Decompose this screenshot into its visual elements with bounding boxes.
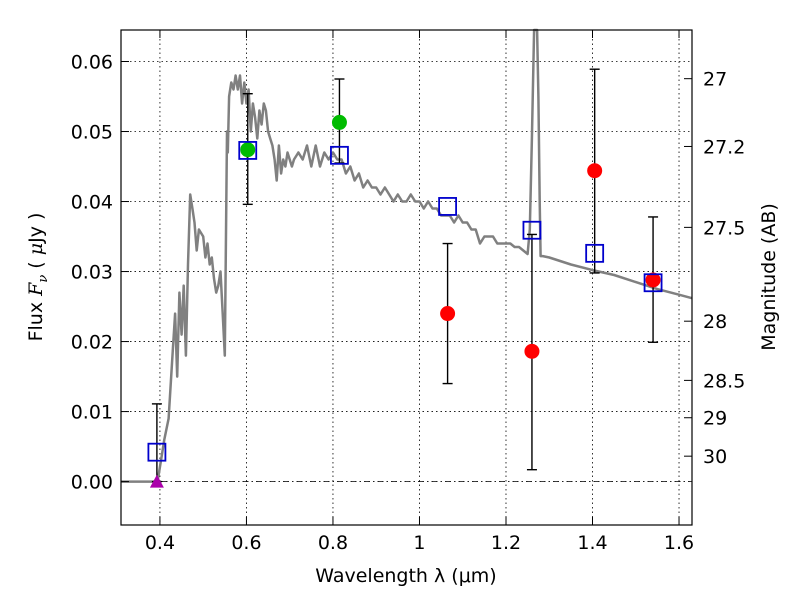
- right-tick-label-4: 28.5: [703, 370, 745, 392]
- y-tick-label-0: 0.00: [71, 472, 113, 494]
- plot-frame: [120, 29, 693, 526]
- red-point-0: [440, 306, 456, 322]
- x-axis-label: Wavelength λ (μm): [315, 565, 496, 587]
- right-tick-label-2: 27.5: [703, 217, 745, 239]
- red-point-3: [645, 272, 661, 288]
- y-tick-label-2: 0.02: [71, 332, 113, 354]
- y-tick-label-3: 0.03: [71, 262, 113, 284]
- y-axis-label-mu: μ: [25, 243, 47, 255]
- y-tick-label-5: 0.05: [71, 122, 113, 144]
- y-tick-label-6: 0.06: [71, 52, 113, 74]
- ticks-layer: 0.4 0.6 0.8 1 1.2 1.4 1.6 0.00 0.01 0.02 0.03 0.04 0…: [71, 30, 745, 554]
- y-tick-label-1: 0.01: [71, 402, 113, 424]
- model-square-5: [585, 243, 605, 263]
- grid-layer: [121, 30, 692, 525]
- points-layer: [147, 114, 663, 488]
- red-point-1: [524, 343, 540, 359]
- right-tick-label-5: 29: [703, 408, 727, 430]
- model-square-0: [147, 442, 167, 462]
- x-tick-label-1: 0.6: [231, 532, 261, 554]
- model-square-2: [330, 145, 349, 165]
- right-axis-label: Magnitude (AB): [758, 203, 780, 351]
- y-tick-label-4: 0.04: [71, 192, 113, 214]
- x-tick-label-6: 1.6: [664, 532, 694, 554]
- spectrum-layer: [121, 28, 693, 483]
- x-tick-label-5: 1.4: [577, 532, 607, 554]
- y-axis-label-unit: Jy ): [25, 213, 47, 244]
- y-axis-label-symbol: F: [25, 282, 47, 297]
- model-square-6: [643, 273, 663, 293]
- red-point-2: [587, 163, 603, 179]
- model-square-4: [522, 220, 542, 240]
- y-axis-label-prefix: Flux: [25, 296, 47, 342]
- x-tick-label-2: 0.8: [318, 532, 348, 554]
- model-square-1: [238, 141, 258, 160]
- right-tick-label-0: 27: [703, 69, 727, 91]
- right-tick-label-6: 30: [703, 446, 727, 468]
- upper-limit-triangle-0: [149, 474, 164, 488]
- template-spectrum-line: [121, 28, 693, 483]
- y-axis-label-subscript: ν: [36, 275, 51, 283]
- y-axis-label: Flux Fν ( μJy ): [25, 213, 51, 342]
- y-axis-label-open: (: [25, 255, 47, 275]
- right-tick-label-1: 27.2: [703, 136, 745, 158]
- x-tick-label-3: 1: [413, 532, 425, 554]
- right-tick-label-3: 28: [703, 311, 727, 333]
- model-square-3: [438, 197, 457, 216]
- green-point-0: [240, 142, 256, 158]
- x-tick-label-0: 0.4: [145, 532, 175, 554]
- x-tick-label-4: 1.2: [491, 532, 521, 554]
- green-point-1: [331, 114, 347, 130]
